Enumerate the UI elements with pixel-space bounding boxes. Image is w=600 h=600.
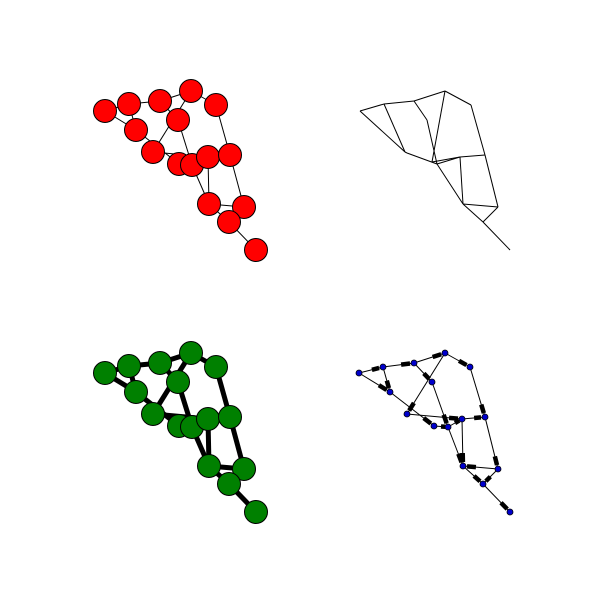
- edge-arrowhead: [499, 501, 509, 511]
- graph-node: [117, 92, 141, 116]
- graph-node: [444, 423, 452, 431]
- graph-node: [458, 415, 466, 423]
- panel-top-right-graph: [359, 90, 511, 251]
- edge: [413, 90, 446, 102]
- edge-arrowhead: [492, 455, 500, 466]
- panel-bottom-left-graph: [93, 341, 268, 524]
- edge-arrowhead: [377, 383, 388, 392]
- graph-node: [117, 354, 141, 378]
- edge-arrowhead: [479, 403, 487, 414]
- edge: [484, 154, 499, 208]
- graph-node: [244, 238, 268, 262]
- edge: [436, 156, 461, 165]
- graph-node: [204, 355, 228, 379]
- edge-arrowhead: [407, 401, 416, 412]
- graph-node: [196, 407, 220, 431]
- edge-arrowhead: [422, 416, 433, 426]
- edge: [404, 151, 408, 154]
- edge: [431, 156, 461, 163]
- edge: [461, 416, 486, 420]
- edge: [383, 103, 406, 153]
- graph-node: [410, 359, 418, 367]
- graph-node: [179, 341, 203, 365]
- edge: [470, 104, 486, 156]
- graph-node: [232, 195, 256, 219]
- edge: [413, 100, 428, 121]
- edge: [462, 203, 484, 223]
- edge-arrowhead: [472, 474, 482, 483]
- panel-top-left-graph: [93, 79, 268, 262]
- graph-node: [166, 108, 190, 132]
- graph-node: [141, 140, 165, 164]
- graph-node: [93, 99, 117, 123]
- graph-node: [430, 422, 438, 430]
- graph-node: [479, 480, 487, 488]
- edge: [436, 163, 464, 205]
- panel-bottom-right-arrowheads: [371, 352, 509, 511]
- edge-arrowhead: [384, 380, 392, 389]
- graph-node: [148, 351, 172, 375]
- edge: [459, 156, 464, 205]
- graph-node: [93, 361, 117, 385]
- edge: [482, 221, 511, 251]
- edge: [413, 362, 433, 383]
- panel-bottom-right-graph: [355, 349, 514, 516]
- panel-bottom-right-nodes: [355, 349, 514, 516]
- graph-node: [481, 413, 489, 421]
- edge: [383, 100, 415, 105]
- graph-node: [506, 508, 514, 516]
- edge-arrowhead: [371, 365, 380, 372]
- edge-arrowhead: [484, 475, 492, 483]
- graph-node: [166, 370, 190, 394]
- panel-bottom-left-nodes: [93, 341, 268, 524]
- edge: [426, 119, 438, 165]
- panel-top-left-nodes: [93, 79, 268, 262]
- graph-node: [441, 349, 449, 357]
- edge-arrowhead: [466, 464, 477, 470]
- edge-arrowhead: [441, 413, 449, 424]
- panel-top-right-edges: [359, 90, 511, 251]
- edge: [459, 154, 486, 158]
- graph-node: [124, 380, 148, 404]
- graph-node: [386, 388, 394, 396]
- edge: [482, 468, 499, 485]
- edge-arrowhead: [453, 418, 461, 425]
- graph-node: [244, 500, 268, 524]
- graph-node: [355, 369, 363, 377]
- graph-node: [379, 363, 387, 371]
- graph-node: [403, 410, 411, 418]
- graph-node: [179, 79, 203, 103]
- graph-node: [218, 405, 242, 429]
- edge: [482, 206, 499, 223]
- graph-node: [217, 210, 241, 234]
- graph-node: [196, 145, 220, 169]
- graph-node: [141, 402, 165, 426]
- edge-arrowhead: [457, 358, 468, 368]
- edge-arrowhead: [431, 352, 442, 360]
- graph-node: [232, 457, 256, 481]
- edge-arrowhead: [473, 415, 482, 421]
- edge: [462, 203, 499, 208]
- graph-node: [197, 192, 221, 216]
- graph-node: [428, 378, 436, 386]
- graph-node: [459, 462, 467, 470]
- graph-node: [197, 454, 221, 478]
- graph-node: [218, 143, 242, 167]
- graph-node: [204, 93, 228, 117]
- graph-node: [494, 465, 502, 473]
- graph-node: [148, 89, 172, 113]
- panel-bottom-right-edges: [358, 352, 511, 513]
- graph-node: [217, 472, 241, 496]
- edge-arrowhead: [400, 361, 411, 367]
- edge: [359, 110, 406, 153]
- edge-arrowhead: [422, 371, 431, 381]
- edge: [406, 152, 438, 165]
- edge: [359, 103, 385, 112]
- graph-node: [124, 118, 148, 142]
- edge-arrowhead: [448, 415, 459, 421]
- graph-node: [466, 363, 474, 371]
- edge: [444, 90, 472, 106]
